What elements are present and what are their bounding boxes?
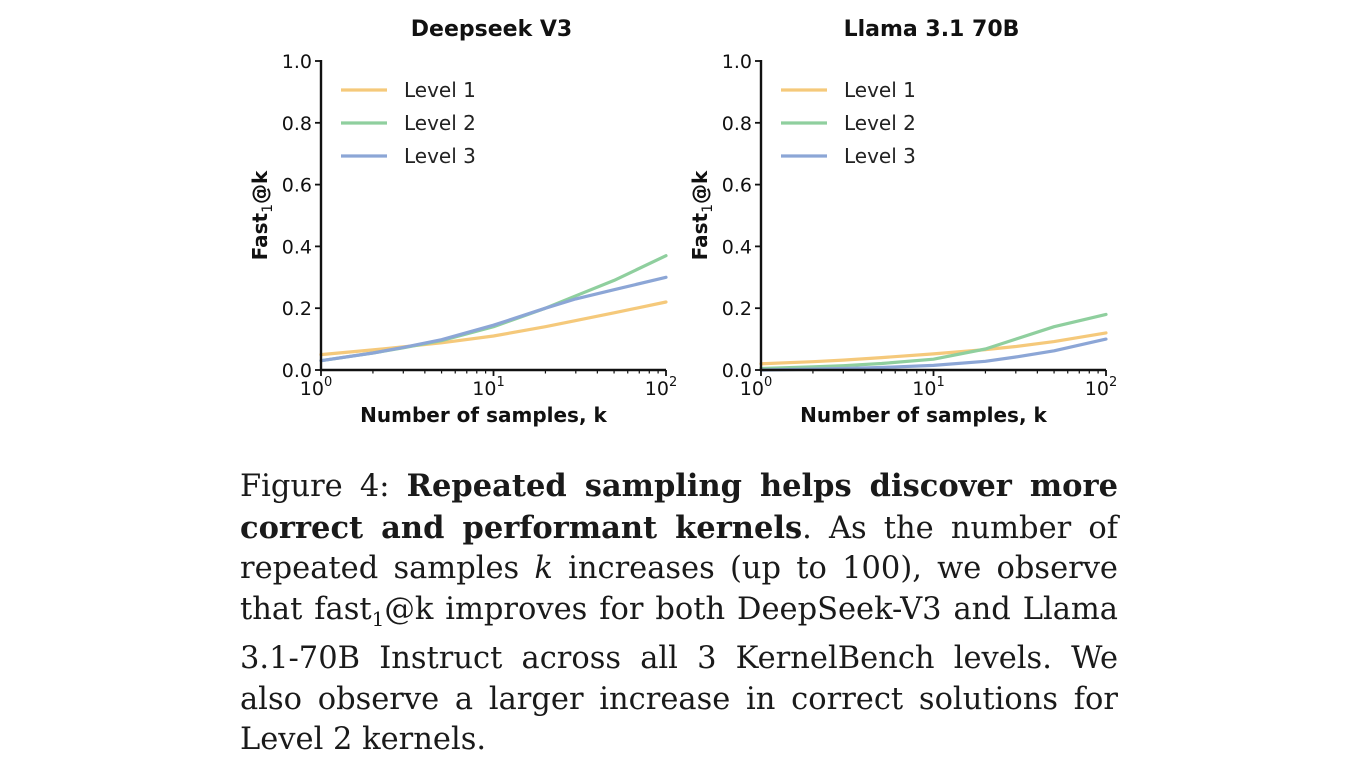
- chart-llama: Llama 3.1 70B 0.0 0.2 0.4 0.6 0.8 1.0 100 101 102…: [688, 17, 1117, 427]
- legend: Level 1 Level 2 Level 3: [781, 78, 916, 168]
- y-tick-label: 0.4: [282, 236, 312, 258]
- legend-label-level-2: Level 2: [404, 111, 476, 135]
- y-tick-label: 0.8: [722, 113, 752, 135]
- y-tick-label: 0.8: [282, 113, 312, 135]
- x-tick-label: 101: [912, 375, 944, 400]
- y-tick-label: 0.6: [282, 175, 312, 197]
- figure-caption: Figure 4: Repeated sampling helps discov…: [240, 466, 1118, 761]
- y-tick-label: 1.0: [722, 51, 752, 73]
- y-axis-label: Fast1@k: [688, 170, 716, 260]
- legend-label-level-1: Level 1: [404, 78, 476, 102]
- caption-label: Figure 4:: [240, 469, 390, 504]
- legend-label-level-2: Level 2: [844, 111, 916, 135]
- y-tick-label: 0.0: [282, 360, 312, 382]
- y-tick-label: 0.2: [722, 298, 752, 320]
- series-line-level-1: [319, 300, 668, 357]
- chart-title: Deepseek V3: [411, 17, 572, 42]
- caption-text-2: increases (up to 100), we observe that f…: [240, 551, 1118, 627]
- legend: Level 1 Level 2 Level 3: [341, 78, 476, 168]
- series-line-level-3: [319, 275, 668, 363]
- y-axis-label: Fast1@k: [248, 170, 276, 260]
- y-tick-label: 0.4: [722, 236, 752, 258]
- y-tick-label: 1.0: [282, 51, 312, 73]
- x-tick-label: 100: [740, 375, 772, 400]
- x-tick-label: 100: [300, 375, 332, 400]
- caption-subscript: 1: [371, 606, 385, 631]
- y-tick-label: 0.2: [282, 298, 312, 320]
- legend-label-level-3: Level 3: [404, 144, 476, 168]
- caption-text-1: . As the number of repeated samples: [240, 510, 1118, 587]
- series-line-level-2: [319, 254, 668, 363]
- legend-label-level-3: Level 3: [844, 144, 916, 168]
- y-tick-label: 0.6: [722, 175, 752, 197]
- chart-title: Llama 3.1 70B: [844, 17, 1020, 42]
- chart-deepseek: Deepseek V3 0.0 0.2 0.4 0.6 0.8 1.0 100 101 102 Nu…: [248, 17, 677, 427]
- series-line-level-2: [759, 312, 1108, 371]
- x-axis-label: Number of samples, k: [360, 403, 607, 427]
- x-tick-label: 102: [645, 375, 677, 400]
- caption-var-k: k: [534, 551, 553, 586]
- figure-canvas: Deepseek V3 0.0 0.2 0.4 0.6 0.8 1.0 100 101 102 Nu…: [248, 17, 1117, 427]
- x-tick-label: 102: [1085, 375, 1117, 400]
- x-axis-label: Number of samples, k: [800, 403, 1047, 427]
- y-tick-label: 0.0: [722, 360, 752, 382]
- series-line-level-1: [759, 331, 1108, 366]
- legend-label-level-1: Level 1: [844, 78, 916, 102]
- caption-bold-title: Repeated sampling helps discover more co…: [240, 468, 1119, 546]
- x-tick-label: 101: [472, 375, 504, 400]
